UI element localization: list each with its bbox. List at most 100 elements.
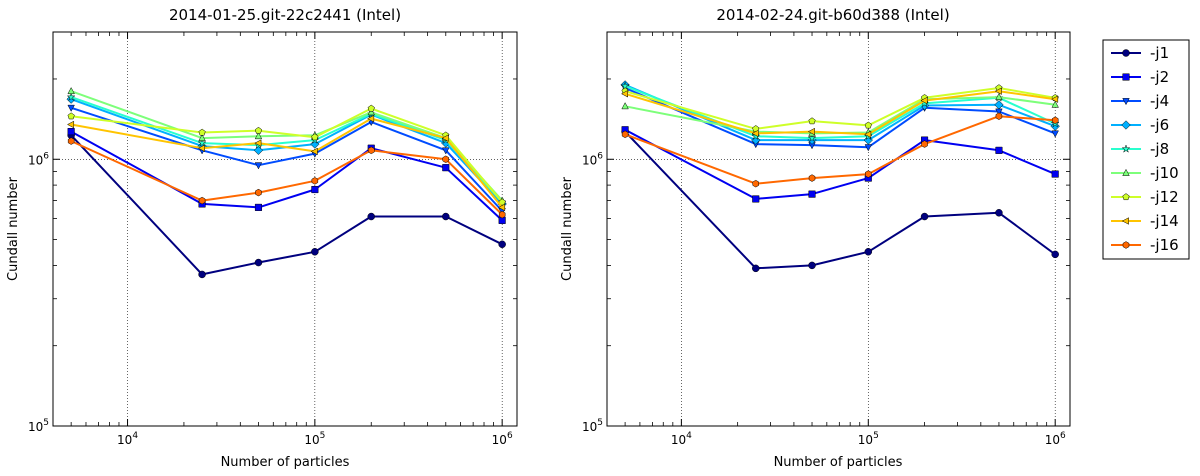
data-point bbox=[808, 117, 816, 125]
data-point bbox=[994, 100, 1004, 110]
y-tick-label: 106 bbox=[28, 151, 49, 167]
series-j14 bbox=[66, 114, 506, 212]
plot-frame bbox=[606, 31, 1071, 427]
x-tick-label: 104 bbox=[117, 431, 138, 447]
data-point bbox=[441, 134, 449, 142]
series-layer bbox=[620, 80, 1060, 273]
data-point bbox=[310, 147, 318, 156]
chart-panel-left: 2014-01-25.git-22c2441 (Intel) Number of… bbox=[6, 6, 518, 470]
data-point bbox=[807, 133, 817, 143]
series-line bbox=[624, 130, 1056, 270]
data-point bbox=[994, 87, 1002, 95]
legend-marker bbox=[1122, 193, 1130, 201]
data-point bbox=[863, 135, 873, 145]
data-point bbox=[864, 130, 872, 139]
legend-marker bbox=[1122, 73, 1130, 81]
x-tick-label: 105 bbox=[304, 431, 325, 447]
legend-label: -j4 bbox=[1150, 92, 1169, 110]
legend-item-j10: -j10 bbox=[1111, 164, 1179, 182]
x-tick-label: 105 bbox=[858, 431, 879, 447]
data-point bbox=[1050, 121, 1060, 131]
data-point bbox=[367, 108, 375, 116]
data-point bbox=[198, 196, 206, 205]
data-point bbox=[995, 146, 1003, 154]
series-j8 bbox=[66, 92, 507, 207]
series-j16 bbox=[67, 137, 506, 219]
legend-marker bbox=[1122, 241, 1130, 249]
data-point bbox=[498, 198, 506, 206]
data-point bbox=[920, 212, 929, 221]
data-point bbox=[254, 203, 263, 211]
x-tick-label: 106 bbox=[492, 431, 513, 447]
data-point bbox=[311, 185, 319, 194]
data-point bbox=[995, 92, 1003, 101]
data-point bbox=[67, 137, 75, 145]
data-point bbox=[865, 170, 872, 178]
series-j6 bbox=[66, 94, 507, 209]
data-point bbox=[752, 179, 760, 188]
data-point bbox=[1051, 250, 1059, 259]
legend-item-j14: -j14 bbox=[1111, 212, 1179, 230]
data-point bbox=[254, 139, 262, 147]
plot-frame bbox=[52, 31, 518, 427]
data-point bbox=[254, 162, 263, 170]
legend-marker bbox=[1122, 168, 1130, 176]
series-line bbox=[70, 90, 503, 202]
x-tick-label: 104 bbox=[671, 431, 692, 447]
data-point bbox=[310, 139, 320, 149]
data-point bbox=[1051, 116, 1059, 125]
data-point bbox=[67, 104, 75, 112]
y-axis-label: Cundall number bbox=[6, 176, 21, 281]
x-axis-label: Number of particles bbox=[221, 455, 350, 470]
y-axis-label: Cundall number bbox=[560, 176, 575, 281]
legend-label: -j12 bbox=[1150, 188, 1179, 206]
data-point bbox=[995, 112, 1003, 120]
data-point bbox=[255, 188, 262, 197]
data-point bbox=[198, 133, 206, 142]
data-point bbox=[808, 190, 816, 198]
tick-layer: 104 105 106 105 106 bbox=[28, 32, 517, 447]
data-point bbox=[367, 104, 375, 112]
data-point bbox=[311, 177, 319, 185]
legend-item-j4: -j4 bbox=[1111, 92, 1169, 110]
series-line bbox=[70, 130, 503, 222]
series-j14 bbox=[620, 87, 1059, 139]
data-point bbox=[197, 138, 207, 147]
data-point bbox=[621, 130, 629, 139]
data-point bbox=[198, 270, 206, 279]
series-layer bbox=[66, 87, 507, 279]
series-j1 bbox=[67, 131, 506, 279]
tick-layer: 104 105 106 105 106 bbox=[582, 32, 1070, 447]
legend-item-j16: -j16 bbox=[1111, 236, 1179, 254]
data-point bbox=[751, 135, 761, 145]
data-point bbox=[498, 210, 506, 219]
grid-lines bbox=[53, 32, 517, 427]
legend-label: -j14 bbox=[1150, 212, 1179, 230]
data-point bbox=[807, 127, 815, 136]
x-tick-label: 106 bbox=[1045, 431, 1066, 447]
legend-label: -j8 bbox=[1150, 140, 1169, 158]
series-line bbox=[70, 134, 503, 276]
data-point bbox=[66, 120, 75, 129]
data-point bbox=[254, 258, 263, 267]
data-point bbox=[921, 140, 928, 148]
legend-label: -j1 bbox=[1150, 44, 1169, 62]
legend-label: -j2 bbox=[1150, 68, 1169, 86]
legend-label: -j10 bbox=[1150, 164, 1179, 182]
data-point bbox=[864, 248, 873, 256]
data-point bbox=[253, 145, 264, 155]
data-point bbox=[67, 87, 75, 95]
data-point bbox=[1051, 95, 1059, 103]
data-point bbox=[920, 96, 928, 105]
data-point bbox=[311, 248, 319, 256]
x-axis-label: Number of particles bbox=[774, 455, 903, 470]
legend-item-j6: -j6 bbox=[1111, 116, 1169, 134]
series-j16 bbox=[621, 112, 1059, 188]
data-point bbox=[620, 90, 629, 98]
legend-item-j2: -j2 bbox=[1111, 68, 1169, 86]
legend-label: -j6 bbox=[1150, 116, 1169, 134]
data-point bbox=[367, 212, 375, 221]
data-point bbox=[752, 195, 760, 203]
data-point bbox=[995, 209, 1003, 217]
data-point bbox=[751, 129, 759, 138]
